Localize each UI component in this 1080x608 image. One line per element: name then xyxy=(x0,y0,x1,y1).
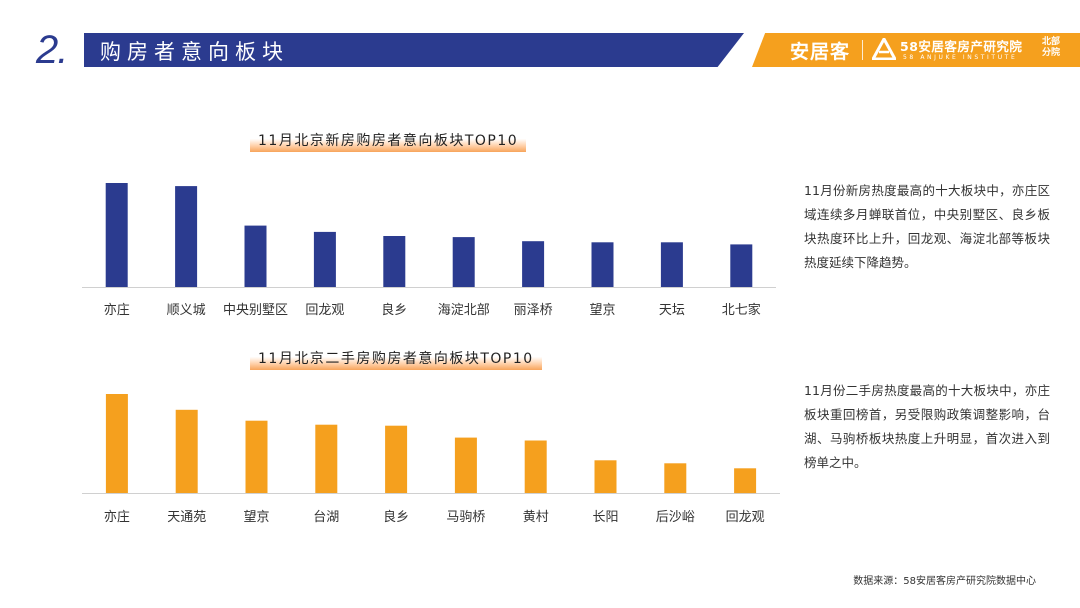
second-hand-category-label: 望京 xyxy=(243,509,269,525)
new-home-category-label: 天坛 xyxy=(659,303,685,318)
new-home-bar xyxy=(313,231,336,287)
new-home-category-label: 北七家 xyxy=(722,302,761,318)
second-hand-bar xyxy=(245,420,268,493)
new-home-bar xyxy=(660,242,683,287)
new-home-bar xyxy=(591,242,614,287)
section-number: 2. xyxy=(36,28,68,72)
page-title: 购房者意向板块 xyxy=(100,40,289,64)
new-home-category-label: 望京 xyxy=(589,302,615,318)
new-home-bar xyxy=(175,186,198,287)
second-hand-bar xyxy=(315,424,338,493)
new-home-description: 11月份新房热度最高的十大板块中，亦庄区域连续多月蝉联首位，中央别墅区、良乡板块… xyxy=(804,183,1050,270)
institute-branch: 北部分院 xyxy=(1041,37,1060,58)
second-hand-category-label: 天通苑 xyxy=(167,510,206,525)
new-home-bar xyxy=(522,241,545,287)
second-hand-bar xyxy=(524,440,547,493)
second-hand-description: 11月份二手房热度最高的十大板块中，亦庄板块重回榜首，另受限购政策调整影响，台湖… xyxy=(804,383,1050,470)
new-home-category-label: 海淀北部 xyxy=(438,303,490,318)
second-hand-category-label: 后沙峪 xyxy=(656,510,695,525)
new-home-category-label: 顺义城 xyxy=(167,303,206,318)
logo-divider xyxy=(862,40,863,60)
second-hand-bar xyxy=(385,425,408,493)
new-home-category-label: 回龙观 xyxy=(305,303,344,318)
second-hand-category-label: 亦庄 xyxy=(104,509,130,525)
second-hand-bar xyxy=(594,460,617,493)
new-home-bar xyxy=(452,237,475,287)
second-hand-bar xyxy=(105,394,128,493)
second-hand-chart-title: 11月北京二手房购房者意向板块TOP10 xyxy=(250,348,542,370)
second-hand-category-label: 良乡 xyxy=(383,509,409,525)
new-home-bar xyxy=(244,225,267,287)
second-hand-category-label: 马驹桥 xyxy=(446,510,485,525)
new-home-bar xyxy=(105,183,128,287)
data-source-note: 数据来源：58安居客房产研究院数据中心 xyxy=(853,576,1036,587)
new-home-category-label: 中央别墅区 xyxy=(223,303,288,318)
institute-name: 58安居客房产研究院 xyxy=(900,39,1023,54)
second-hand-bar xyxy=(734,468,757,494)
new-home-category-label: 丽泽桥 xyxy=(514,303,553,318)
second-hand-category-label: 台湖 xyxy=(313,510,339,525)
new-home-bar xyxy=(730,244,753,287)
logo-bar xyxy=(752,33,1080,67)
institute-logo-icon xyxy=(872,38,896,60)
new-home-category-label: 良乡 xyxy=(381,302,407,318)
institute-name-en: 58 ANJUKE INSTITUTE xyxy=(903,54,1018,61)
second-hand-category-label: 回龙观 xyxy=(726,510,765,525)
new-home-bar xyxy=(383,236,406,287)
second-hand-category-label: 黄村 xyxy=(523,510,549,525)
second-hand-bar xyxy=(175,409,198,493)
brand-logo: 安居客 xyxy=(790,41,851,63)
new-home-chart-title: 11月北京新房购房者意向板块TOP10 xyxy=(250,130,527,152)
second-hand-category-label: 长阳 xyxy=(592,510,618,525)
second-hand-bar xyxy=(664,463,687,493)
new-home-category-label: 亦庄 xyxy=(104,302,130,318)
header-bar xyxy=(84,33,744,67)
second-hand-bar xyxy=(454,437,477,493)
